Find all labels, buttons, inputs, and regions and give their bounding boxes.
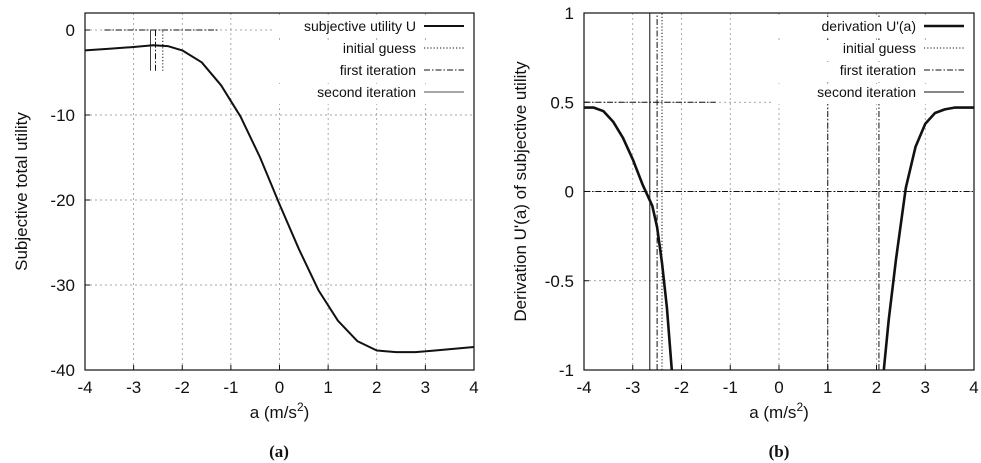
x-tick-label: 1 bbox=[823, 378, 832, 397]
legend-label: first iteration bbox=[840, 62, 916, 78]
x-tick-label: 0 bbox=[774, 378, 783, 397]
series-group bbox=[85, 30, 474, 354]
ticks: -4 -3 -2 -1 0 1 2 3 40-10-20-30-40 bbox=[50, 21, 478, 397]
panel-caption: (a) bbox=[269, 442, 289, 461]
legend-label: initial guess bbox=[343, 40, 416, 56]
legend-label: subjective utility U bbox=[304, 18, 416, 34]
x-tick-label: 2 bbox=[872, 378, 881, 397]
legend-label: first iteration bbox=[340, 62, 416, 78]
x-tick-label: 2 bbox=[372, 378, 381, 397]
x-tick-label: 3 bbox=[421, 378, 430, 397]
legend-background bbox=[274, 18, 472, 38]
x-tick-label: 1 bbox=[323, 378, 332, 397]
x-tick-label: -2 bbox=[674, 378, 689, 397]
x-tick-label: 0 bbox=[275, 378, 284, 397]
x-tick-label: -3 bbox=[625, 378, 640, 397]
legend-background bbox=[274, 62, 472, 82]
legend-label: initial guess bbox=[843, 40, 916, 56]
x-tick-label: 4 bbox=[969, 378, 978, 397]
y-tick-label: -1 bbox=[559, 361, 574, 380]
legend-background bbox=[774, 62, 972, 82]
series-line bbox=[882, 106, 974, 370]
y-tick-label: -30 bbox=[50, 276, 75, 295]
series-line bbox=[584, 106, 674, 370]
x-tick-label: -3 bbox=[126, 378, 141, 397]
y-tick-label: -40 bbox=[50, 361, 75, 380]
panel-caption: (b) bbox=[769, 442, 790, 461]
x-tick-label: -1 bbox=[223, 378, 238, 397]
legend-background bbox=[774, 84, 972, 104]
x-tick-label: -4 bbox=[77, 378, 92, 397]
series-line bbox=[85, 44, 474, 354]
series-group bbox=[584, 13, 974, 370]
y-tick-label: 0 bbox=[66, 21, 75, 40]
ticks: -4 -3 -2 -1 0 1 2 3 4 1 0.5 0 -0.5 -1 bbox=[545, 4, 979, 397]
x-tick-label: -1 bbox=[723, 378, 738, 397]
y-tick-label: 0 bbox=[565, 183, 574, 202]
chart-panel-b: -4 -3 -2 -1 0 1 2 3 4 1 0.5 0 -0.5 -1 a (m/s2) Derivati… bbox=[511, 4, 979, 461]
y-tick-label: -10 bbox=[50, 106, 75, 125]
y-axis-label: Subjective total utility bbox=[12, 112, 31, 271]
legend: subjective utility U initial guess first i… bbox=[274, 18, 472, 104]
x-axis-label: a (m/s2) bbox=[250, 400, 310, 422]
y-tick-label: 0.5 bbox=[550, 93, 574, 112]
x-tick-label: -4 bbox=[576, 378, 591, 397]
legend-background bbox=[274, 40, 472, 60]
legend-label: derivation U'(a) bbox=[822, 18, 917, 34]
x-tick-label: 4 bbox=[469, 378, 478, 397]
legend-background bbox=[774, 40, 972, 60]
legend-background bbox=[274, 84, 472, 104]
y-tick-label: -20 bbox=[50, 191, 75, 210]
chart-panel-a: -4 -3 -2 -1 0 1 2 3 40-10-20-30-40a (m/s2)Subjec… bbox=[12, 12, 479, 461]
y-tick-label: -0.5 bbox=[545, 272, 574, 291]
x-tick-label: 3 bbox=[921, 378, 930, 397]
x-axis-label: a (m/s2) bbox=[749, 400, 809, 422]
legend: derivation U'(a) initial guess first itera… bbox=[774, 18, 972, 104]
legend-background bbox=[774, 18, 972, 38]
y-axis-label: Derivation U'(a) of subjective utility bbox=[511, 61, 530, 322]
x-tick-label: -2 bbox=[175, 378, 190, 397]
y-tick-label: 1 bbox=[565, 4, 574, 23]
legend-label: second iteration bbox=[317, 84, 416, 100]
legend-label: second iteration bbox=[817, 84, 916, 100]
